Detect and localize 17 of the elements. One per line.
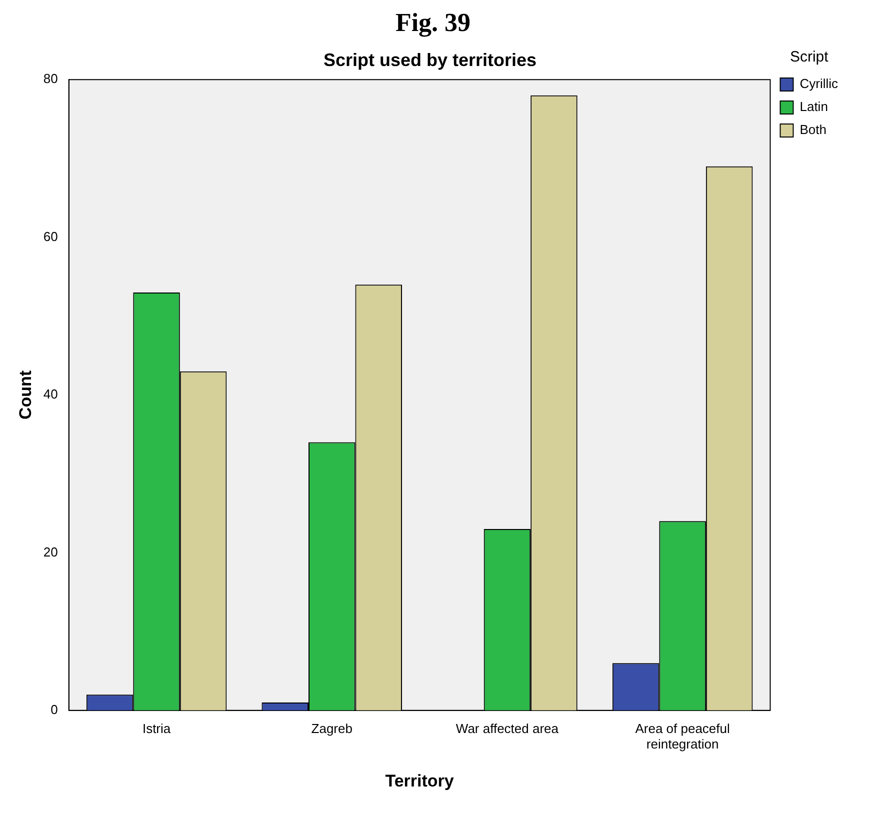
y-tick-label: 20 bbox=[43, 544, 58, 560]
chart-subtitle: Script used by territories bbox=[323, 50, 537, 70]
x-axis-title: Territory bbox=[385, 771, 454, 790]
y-axis-title: Count bbox=[16, 370, 35, 420]
x-tick-label: War affected area bbox=[456, 720, 560, 736]
x-tick-label: Zagreb bbox=[311, 720, 352, 736]
legend-title: Script bbox=[790, 48, 830, 66]
legend-label: Cyrillic bbox=[800, 76, 838, 92]
chart-title: Fig. 39 bbox=[394, 8, 472, 38]
y-tick-label: 40 bbox=[43, 386, 58, 402]
x-tick-label: Istria bbox=[142, 720, 172, 736]
legend-label: Both bbox=[800, 122, 826, 138]
y-tick-label: 80 bbox=[43, 71, 58, 86]
x-tick-label: Area of peaceful reintegration bbox=[635, 720, 730, 752]
y-tick-label: 60 bbox=[43, 228, 58, 244]
y-tick-label: 0 bbox=[50, 702, 58, 717]
legend-label: Latin bbox=[800, 99, 828, 114]
